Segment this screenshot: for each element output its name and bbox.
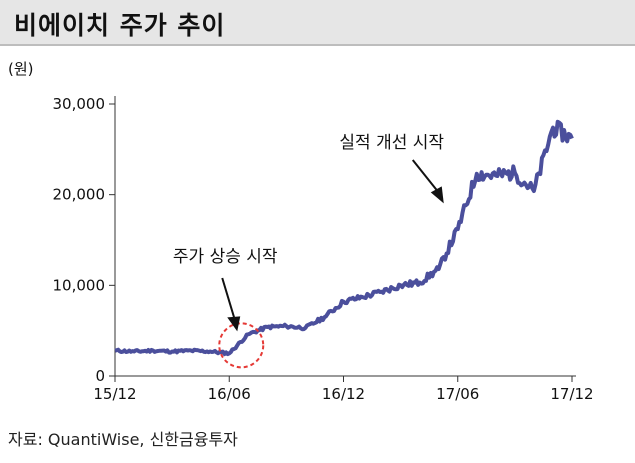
annotations: 주가 상승 시작 실적 개선 시작 xyxy=(173,133,444,369)
title-divider xyxy=(0,44,635,46)
highlight-circle xyxy=(218,322,265,369)
y-tick-label: 20,000 xyxy=(53,186,106,204)
series xyxy=(114,119,574,357)
chart-title: 비에이치 주가 추이 xyxy=(14,11,226,40)
price-line xyxy=(114,119,574,357)
y-unit-label: (원) xyxy=(8,60,34,78)
source-note: 자료: QuantiWise, 신한금융투자 xyxy=(8,430,238,449)
x-tick-label: 16/12 xyxy=(322,385,365,403)
x-tick-label: 17/12 xyxy=(550,385,593,403)
annotation-arrow-head xyxy=(227,316,241,332)
y-tick-label: 10,000 xyxy=(53,276,106,294)
x-tick-label: 16/06 xyxy=(208,385,251,403)
x-tick-label: 17/06 xyxy=(436,385,479,403)
y-tick-label: 30,000 xyxy=(53,95,106,113)
x-tick-label: 15/12 xyxy=(93,385,136,403)
title-band xyxy=(0,0,635,44)
y-tick-label: 0 xyxy=(95,367,105,385)
annotation-earnings-improve: 실적 개선 시작 xyxy=(339,133,444,153)
annotation-arrow-head xyxy=(430,186,444,204)
x-axis: 15/12 16/06 16/12 17/06 17/12 xyxy=(93,375,594,403)
annotation-price-rise: 주가 상승 시작 xyxy=(173,247,278,267)
annotation-arrow-shaft xyxy=(221,277,237,322)
y-axis: 0 10,000 20,000 30,000 xyxy=(53,95,116,385)
annotation-arrow-shaft xyxy=(411,159,439,192)
